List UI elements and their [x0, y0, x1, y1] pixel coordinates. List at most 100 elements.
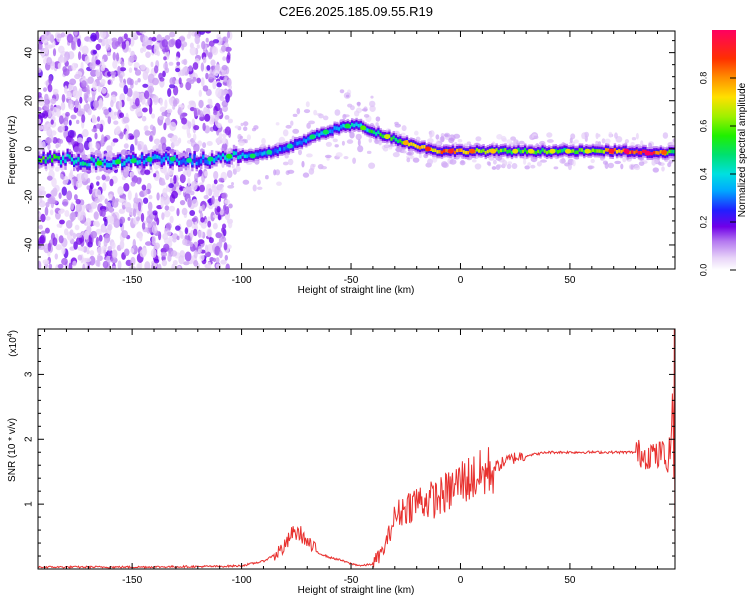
noise-speck: [204, 113, 211, 122]
noise-speck: [146, 39, 153, 46]
noise-speck: [107, 116, 112, 125]
noise-speck: [240, 122, 244, 127]
noise-speck: [58, 209, 64, 215]
noise-speck: [139, 234, 143, 242]
noise-speck: [123, 183, 130, 192]
ridge-segment: [333, 126, 336, 130]
ridge-segment: [156, 155, 159, 159]
ridge-segment: [524, 148, 527, 152]
noise-speck: [175, 67, 181, 73]
noise-speck: [215, 263, 222, 269]
ridge-segment: [224, 155, 227, 160]
noise-speck: [459, 160, 466, 166]
ridge-segment: [390, 137, 393, 141]
noise-speck: [172, 260, 178, 266]
noise-speck: [119, 132, 124, 140]
top-x-tick-label: -150: [122, 275, 142, 286]
noise-speck: [96, 246, 104, 255]
noise-speck: [72, 232, 77, 239]
ridge-peak: [512, 148, 519, 154]
ridge-segment: [88, 163, 91, 167]
noise-speck: [343, 156, 349, 160]
noise-speck: [596, 134, 601, 138]
noise-speck: [148, 105, 153, 115]
ridge-peak: [549, 148, 556, 154]
colorbar-label: Normalized spectral amplitude: [737, 82, 748, 217]
noise-speck: [118, 198, 125, 203]
ridge-segment: [591, 148, 595, 152]
noise-speck: [218, 177, 225, 183]
noise-speck: [61, 257, 68, 266]
noise-speck: [78, 88, 83, 98]
ridge-segment: [79, 161, 82, 166]
noise-speck: [129, 171, 135, 178]
ridge-segment: [110, 163, 113, 168]
noise-speck: [199, 254, 205, 261]
noise-speck: [235, 165, 241, 173]
noise-speck: [38, 118, 41, 124]
noise-speck: [513, 139, 519, 145]
ridge-peak: [130, 158, 137, 164]
noise-speck: [80, 247, 85, 252]
noise-speck: [127, 190, 132, 201]
noise-speck: [130, 181, 136, 187]
top-x-axis: -150 -100 -50 0 50: [44, 31, 658, 286]
noise-speck: [169, 215, 174, 224]
noise-speck: [144, 130, 151, 136]
noise-speck: [121, 61, 125, 68]
ridge-segment: [569, 149, 573, 154]
noise-speck: [119, 112, 124, 118]
ridge-segment: [637, 151, 641, 155]
top-y-tick-label: 20: [24, 95, 35, 107]
ridge-segment: [184, 160, 188, 165]
noise-speck: [160, 198, 164, 209]
ridge-segment: [55, 155, 58, 159]
ridge-segment: [318, 133, 321, 137]
noise-speck: [215, 257, 220, 264]
noise-speck: [74, 98, 79, 109]
ridge-segment: [138, 160, 142, 164]
noise-speck: [38, 186, 45, 192]
ridge-segment: [521, 149, 525, 154]
ridge-segment: [119, 156, 122, 160]
noise-speck: [172, 238, 177, 243]
ridge-segment: [256, 152, 260, 157]
noise-speck: [100, 223, 107, 233]
noise-speck: [169, 177, 173, 185]
ridge-segment: [162, 156, 166, 162]
noise-speck: [349, 131, 355, 139]
ridge-segment: [668, 149, 671, 154]
ridge-segment: [510, 150, 514, 155]
noise-speck: [104, 198, 108, 205]
ridge-segment: [305, 139, 308, 143]
noise-speck: [225, 93, 230, 103]
noise-speck: [507, 161, 513, 165]
noise-speck: [138, 201, 142, 212]
noise-speck: [122, 205, 126, 210]
top-x-tick-label: 0: [458, 275, 464, 286]
ridge-segment: [160, 158, 163, 164]
noise-speck: [193, 143, 200, 153]
ridge-segment: [602, 150, 606, 154]
noise-speck: [132, 55, 138, 61]
noise-speck: [119, 67, 127, 72]
noise-speck: [207, 51, 213, 60]
noise-speck: [62, 179, 68, 185]
ridge-peak: [169, 156, 176, 162]
noise-speck: [536, 161, 542, 167]
ridge-segment: [443, 149, 446, 153]
noise-speck: [253, 125, 259, 130]
noise-speck: [111, 40, 119, 50]
noise-speck: [144, 261, 151, 269]
noise-speck: [152, 126, 156, 136]
noise-speck: [123, 143, 129, 149]
ridge-segment: [195, 161, 198, 165]
noise-speck: [58, 235, 64, 244]
noise-speck: [144, 169, 151, 175]
noise-speck: [153, 45, 159, 56]
noise-speck: [98, 97, 103, 107]
noise-speck: [50, 98, 56, 105]
ridge-segment: [534, 150, 538, 155]
ridge-segment: [517, 148, 520, 152]
noise-speck: [651, 159, 656, 166]
